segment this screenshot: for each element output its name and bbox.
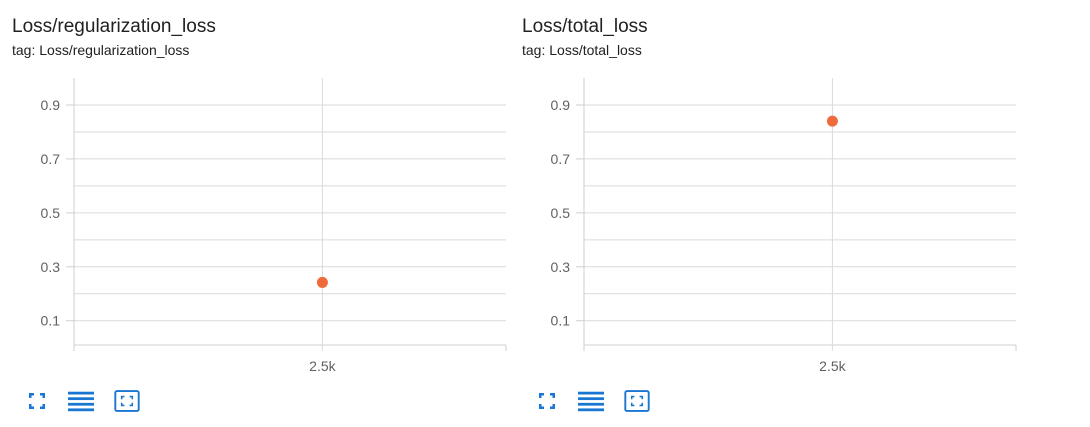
chart-tag: tag: Loss/regularization_loss (12, 42, 190, 58)
x-tick-label: 2.5k (819, 358, 846, 374)
data-point[interactable] (316, 276, 328, 288)
chart-tag: tag: Loss/total_loss (522, 42, 642, 58)
y-tick-label: 0.9 (551, 97, 571, 113)
chart-title: Loss/regularization_loss (12, 16, 216, 37)
fullscreen-icon (539, 393, 555, 409)
y-tick-label: 0.1 (41, 313, 61, 329)
fullscreen-button[interactable] (24, 388, 50, 414)
chart-toolbar (534, 388, 670, 414)
y-tick-label: 0.7 (41, 151, 61, 167)
fit-domain-button[interactable] (114, 388, 140, 414)
chart-title: Loss/total_loss (522, 16, 648, 37)
chart-card-regularization-loss: Loss/regularization_loss tag: Loss/regul… (12, 0, 522, 427)
chart-toolbar (24, 388, 160, 414)
y-tick-label: 0.1 (551, 313, 571, 329)
fit-domain-button[interactable] (624, 388, 650, 414)
data-table-icon (68, 391, 94, 412)
chart-plot-area[interactable]: 0.1 0.3 0.5 0.7 0.9 2.5k (12, 0, 522, 427)
toggle-data-table-button[interactable] (68, 388, 94, 414)
y-tick-label: 0.5 (41, 205, 61, 221)
y-tick-label: 0.3 (551, 259, 571, 275)
y-tick-label: 0.5 (551, 205, 571, 221)
fullscreen-icon (29, 393, 45, 409)
toggle-data-table-button[interactable] (578, 388, 604, 414)
y-tick-label: 0.7 (551, 151, 571, 167)
data-point[interactable] (826, 115, 838, 127)
chart-card-total-loss: Loss/total_loss tag: Loss/total_loss 0.1… (522, 0, 1032, 427)
fit-domain-icon (114, 390, 140, 412)
y-tick-label: 0.9 (41, 97, 61, 113)
y-tick-label: 0.3 (41, 259, 61, 275)
x-tick-label: 2.5k (309, 358, 336, 374)
data-table-icon (578, 391, 604, 412)
chart-plot-area[interactable]: 0.1 0.3 0.5 0.7 0.9 2.5k (522, 0, 1032, 427)
fit-domain-icon (624, 390, 650, 412)
fullscreen-button[interactable] (534, 388, 560, 414)
